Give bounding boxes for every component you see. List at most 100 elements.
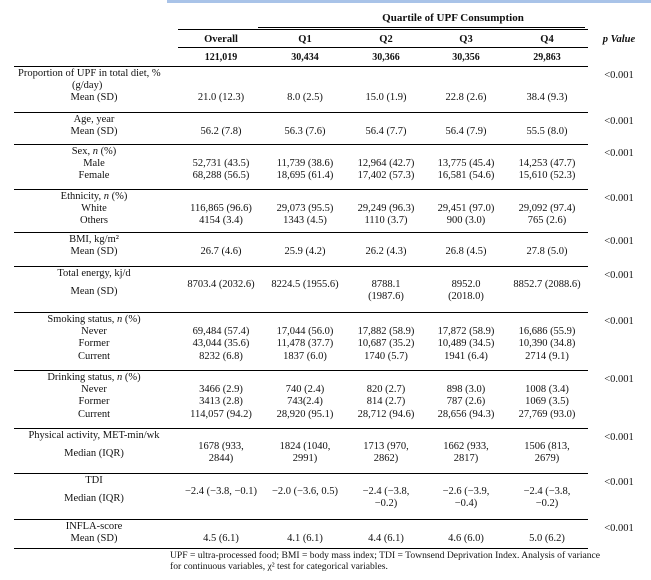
table-cell: 740 (2.4) — [285, 384, 325, 396]
table-cell: −2.0 (−3.6, 0.5) — [271, 486, 339, 498]
row-sub-label: Former — [78, 396, 110, 408]
col-q4: Q4 — [540, 34, 554, 45]
row-sub-label: Median (IQR) — [64, 493, 124, 505]
table-cell: 900 (3.0) — [446, 215, 486, 227]
table-cell: 17,044 (56.0) — [276, 326, 334, 338]
row-separator — [14, 548, 588, 549]
row-sub-label: Male — [83, 158, 105, 170]
table-cell: 16,581 (54.6) — [437, 170, 495, 182]
table-cell: 28,920 (95.1) — [276, 408, 334, 420]
row-label: Drinking status, n (%) — [47, 372, 141, 383]
table-cell: 26.8 (4.5) — [445, 246, 487, 258]
table-cell: 1506 (813, 2679) — [524, 441, 570, 465]
row-label: Total energy, kj/d — [57, 268, 131, 279]
row-label: Age, year — [73, 114, 115, 125]
table-cell: 18,695 (61.4) — [276, 170, 334, 182]
table-cell: 69,484 (57.4) — [192, 326, 250, 338]
col-pvalue: p Value — [589, 34, 649, 45]
p-value: <0.001 — [604, 477, 634, 488]
table-cell: 56.3 (7.6) — [284, 126, 326, 138]
table-cell: 27,769 (93.0) — [518, 408, 576, 420]
footnote-line-1: UPF = ultra-processed food; BMI = body m… — [170, 550, 601, 561]
table-cell: 55.5 (8.0) — [526, 126, 568, 138]
row-label: Ethnicity, n (%) — [60, 191, 128, 202]
table-cell: 3413 (2.8) — [199, 396, 243, 408]
p-value: <0.001 — [604, 148, 634, 159]
row-sub-label: Median (IQR) — [64, 448, 124, 460]
table-cell: 29,092 (97.4) — [518, 203, 576, 215]
p-value: <0.001 — [604, 523, 634, 534]
col-q2: Q2 — [379, 34, 393, 45]
row-separator — [14, 266, 588, 267]
table-cell: 1662 (933, 2817) — [443, 441, 489, 465]
table-cell: 43,044 (35.6) — [192, 338, 250, 350]
table-cell: 1110 (3.7) — [364, 215, 408, 227]
table-cell: 10,489 (34.5) — [437, 338, 495, 350]
row-sub-label: Current — [77, 408, 111, 420]
table-cell: 29,073 (95.5) — [276, 203, 334, 215]
table-cell: 8703.4 (2032.6) — [187, 279, 255, 291]
table-cell: 8788.1 (1987.6) — [368, 279, 404, 303]
row-label: BMI, kg/m² — [69, 234, 119, 245]
table-cell: 13,775 (45.4) — [437, 158, 495, 170]
table-cell: 56.2 (7.8) — [200, 126, 242, 138]
table-cell: 820 (2.7) — [366, 384, 406, 396]
row-sub-label: Mean (SD) — [70, 286, 118, 298]
table-cell: 1740 (5.7) — [364, 350, 408, 362]
row-separator — [14, 312, 588, 313]
body-top-rule — [14, 66, 588, 67]
p-value: <0.001 — [604, 193, 634, 204]
table-cell: 8852.7 (2088.6) — [513, 279, 581, 291]
table-cell: 56.4 (7.7) — [365, 126, 407, 138]
table-cell: 17,872 (58.9) — [437, 326, 495, 338]
row-label: Physical activity, MET-min/wk — [28, 430, 160, 441]
table-cell: 1941 (6.4) — [444, 350, 488, 362]
header-rule-top — [178, 29, 588, 30]
row-sub-label: Never — [81, 384, 107, 396]
row-label: Sex, n (%) — [71, 146, 117, 157]
table-cell: 4.4 (6.1) — [368, 533, 404, 545]
table-cell: 11,739 (38.6) — [276, 158, 334, 170]
p-value: <0.001 — [604, 432, 634, 443]
table-cell: 68,288 (56.5) — [192, 170, 250, 182]
count-q1: 30,434 — [291, 52, 319, 63]
table-cell: 5.0 (6.2) — [529, 533, 565, 545]
row-separator — [14, 370, 588, 371]
table-cell: 898 (3.0) — [446, 384, 486, 396]
p-value: <0.001 — [604, 116, 634, 127]
table-cell: 11,478 (37.7) — [276, 338, 334, 350]
table-cell: 8232 (6.8) — [199, 350, 243, 362]
col-overall: Overall — [204, 34, 238, 45]
row-sub-label: Female — [78, 170, 110, 182]
quartile-group-title: Quartile of UPF Consumption — [382, 12, 524, 24]
table-cell: −2.4 (−3.8, −0.1) — [185, 486, 258, 498]
table-cell: 29,451 (97.0) — [437, 203, 495, 215]
table-cell: 17,882 (58.9) — [357, 326, 415, 338]
row-label: Proportion of UPF in total diet, % — [18, 68, 161, 79]
table-cell: 2714 (9.1) — [525, 350, 569, 362]
table-cell: 8224.5 (1955.6) — [271, 279, 339, 291]
table-cell: 4154 (3.4) — [199, 215, 243, 227]
table-cell: 787 (2.6) — [446, 396, 486, 408]
row-separator — [14, 519, 588, 520]
count-q3: 30,356 — [452, 52, 480, 63]
table-cell: 814 (2.7) — [366, 396, 406, 408]
table-cell: 21.0 (12.3) — [197, 92, 245, 104]
table-cell: 1713 (970, 2862) — [363, 441, 409, 465]
row-sub-label: Never — [81, 326, 107, 338]
table-cell: 1069 (3.5) — [525, 396, 569, 408]
group-title-rule — [258, 27, 585, 28]
table-cell: 27.8 (5.0) — [526, 246, 568, 258]
table-cell: 8.0 (2.5) — [287, 92, 323, 104]
table-cell: −2.4 (−3.8, −0.2) — [362, 486, 410, 510]
row-label: INFLA-score — [65, 521, 123, 532]
row-sub-label: White — [81, 203, 107, 215]
row-sub-label: Current — [77, 350, 111, 362]
row-sub-label: Mean (SD) — [70, 533, 118, 545]
row-separator — [14, 189, 588, 190]
table-cell: 1824 (1040, 2991) — [279, 441, 331, 465]
table-cell: 10,687 (35.2) — [357, 338, 415, 350]
table-cell: 10,390 (34.8) — [518, 338, 576, 350]
row-separator — [14, 428, 588, 429]
p-value: <0.001 — [604, 374, 634, 385]
